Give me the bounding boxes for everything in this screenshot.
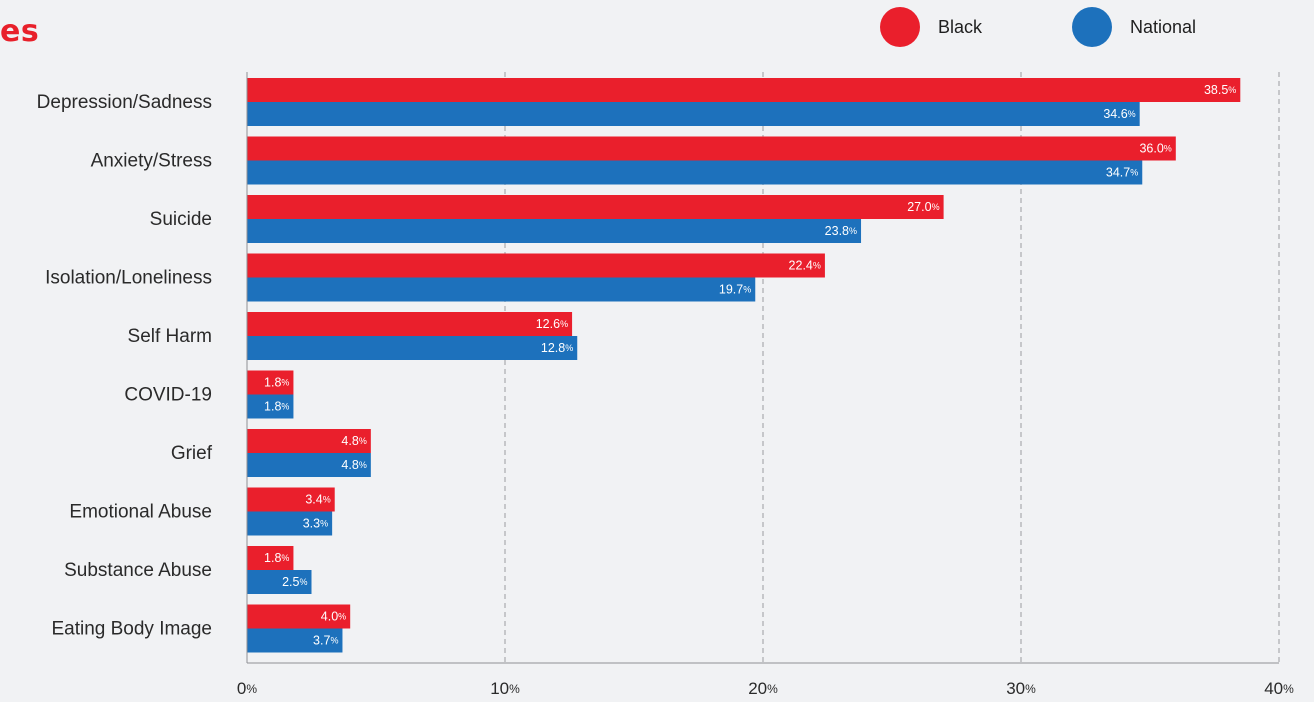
- legend-swatch-black: [880, 7, 920, 47]
- bar-black-9: [247, 604, 351, 629]
- legend-swatch-national: [1072, 7, 1112, 47]
- bar-national-8: [247, 570, 312, 594]
- legend-label-national: National: [1130, 17, 1197, 37]
- bar-national-6: [247, 453, 371, 477]
- value-label-black-4: 12.6%: [536, 317, 568, 331]
- bar-black-6: [247, 429, 371, 453]
- value-label-national-9: 3.7%: [313, 634, 338, 648]
- value-label-black-3: 22.4%: [789, 259, 821, 273]
- bar-national-9: [247, 628, 343, 653]
- x-tick-label-10: 10%: [490, 679, 520, 698]
- category-label: Grief: [171, 443, 213, 464]
- value-label-national-7: 3.3%: [303, 517, 328, 531]
- bar-national-0: [247, 102, 1140, 126]
- bar-black-8: [247, 546, 294, 570]
- value-label-black-1: 36.0%: [1139, 142, 1171, 156]
- value-label-national-3: 19.7%: [719, 283, 751, 297]
- category-label: Substance Abuse: [64, 560, 212, 581]
- bar-black-0: [247, 78, 1241, 102]
- category-label: Suicide: [150, 209, 212, 230]
- value-label-national-6: 4.8%: [341, 458, 366, 472]
- chart-title: es: [0, 14, 40, 49]
- value-label-national-5: 1.8%: [264, 400, 289, 414]
- bar-black-5: [247, 370, 294, 395]
- value-label-black-8: 1.8%: [264, 551, 289, 565]
- bar-national-5: [247, 394, 294, 419]
- bar-black-3: [247, 253, 825, 278]
- value-label-national-8: 2.5%: [282, 575, 307, 589]
- category-label: Depression/Sadness: [37, 92, 212, 113]
- value-label-national-4: 12.8%: [541, 341, 573, 355]
- bar-black-1: [247, 136, 1176, 161]
- bar-national-1: [247, 160, 1143, 185]
- category-label: Emotional Abuse: [69, 502, 212, 523]
- bar-national-4: [247, 336, 578, 360]
- value-label-national-0: 34.6%: [1103, 107, 1135, 121]
- value-label-black-5: 1.8%: [264, 376, 289, 390]
- legend-label-black: Black: [938, 17, 983, 37]
- bar-national-2: [247, 219, 862, 243]
- bar-black-7: [247, 487, 335, 512]
- value-label-black-6: 4.8%: [341, 434, 366, 448]
- category-label: Isolation/Loneliness: [45, 268, 212, 289]
- category-label: Anxiety/Stress: [91, 151, 212, 172]
- x-tick-label-0: 0%: [237, 679, 257, 698]
- value-label-national-2: 23.8%: [825, 224, 857, 238]
- x-tick-label-20: 20%: [748, 679, 778, 698]
- bar-black-2: [247, 195, 944, 219]
- category-label: COVID-19: [124, 385, 212, 406]
- value-label-national-1: 34.7%: [1106, 166, 1138, 180]
- value-label-black-2: 27.0%: [907, 200, 939, 214]
- bar-national-3: [247, 277, 756, 302]
- bar-black-4: [247, 312, 573, 336]
- x-tick-label-30: 30%: [1006, 679, 1036, 698]
- value-label-black-7: 3.4%: [305, 493, 330, 507]
- category-label: Self Harm: [128, 326, 212, 347]
- category-label: Eating Body Image: [51, 619, 212, 640]
- value-label-black-0: 38.5%: [1204, 83, 1236, 97]
- bar-national-7: [247, 511, 333, 536]
- x-tick-label-40: 40%: [1264, 679, 1294, 698]
- value-label-black-9: 4.0%: [321, 610, 346, 624]
